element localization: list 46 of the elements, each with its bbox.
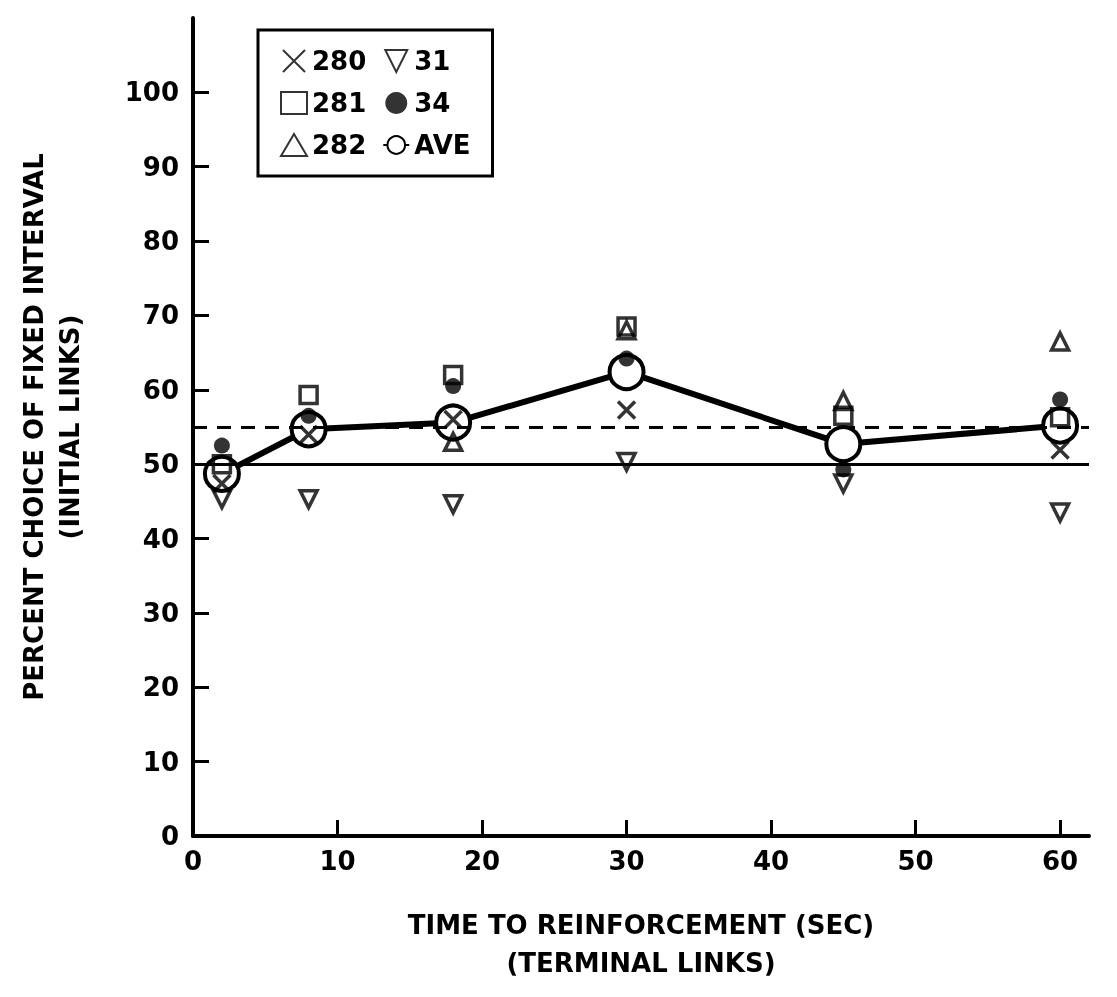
point bbox=[210, 488, 234, 512]
y-tick-label: 40 bbox=[142, 523, 179, 554]
point bbox=[833, 405, 854, 427]
x-tick-label: 30 bbox=[608, 846, 645, 876]
point bbox=[824, 425, 863, 464]
point bbox=[616, 399, 637, 421]
point bbox=[441, 429, 465, 453]
point bbox=[1052, 391, 1069, 408]
point bbox=[615, 451, 638, 475]
point bbox=[833, 473, 854, 494]
point bbox=[1049, 439, 1071, 461]
y-tick-label: 30 bbox=[142, 597, 179, 628]
y-tick-label: 10 bbox=[142, 746, 179, 777]
y-tick-label: 0 bbox=[160, 821, 179, 851]
legend-label: 34 bbox=[414, 88, 451, 118]
y-tick-label: 90 bbox=[142, 151, 179, 182]
point bbox=[1049, 502, 1071, 523]
x-tick-label: 10 bbox=[319, 846, 356, 876]
legend-label: 281 bbox=[312, 88, 367, 118]
legend-label: 31 bbox=[414, 46, 451, 76]
point bbox=[442, 364, 464, 386]
y-tick-label: 20 bbox=[142, 672, 179, 703]
x-tick-label: 40 bbox=[752, 846, 790, 876]
point bbox=[297, 488, 320, 512]
point bbox=[618, 350, 635, 367]
legend-label: 282 bbox=[312, 130, 367, 160]
point bbox=[1049, 331, 1071, 352]
x-tick-label: 60 bbox=[1042, 846, 1079, 876]
legend-label: AVE bbox=[414, 130, 471, 160]
point bbox=[213, 437, 230, 454]
x-axis-title: TIME TO REINFORCEMENT (SEC) (TERMINAL LINKS) bbox=[407, 910, 875, 978]
point bbox=[300, 407, 317, 424]
y-axis-title: PERCENT CHOICE OF FIXED INTERVAL (INITIAL LINKS) bbox=[19, 153, 85, 701]
x-tick-label: 50 bbox=[897, 846, 934, 876]
y-tick-label: 80 bbox=[142, 226, 179, 257]
point bbox=[445, 378, 462, 395]
y-tick-label: 50 bbox=[142, 449, 179, 480]
point bbox=[442, 494, 464, 515]
point bbox=[298, 384, 319, 406]
y-tick-label: 60 bbox=[142, 374, 179, 405]
point bbox=[832, 388, 855, 412]
y-tick-label: 70 bbox=[142, 300, 179, 331]
y-tick-label: 100 bbox=[124, 77, 179, 108]
x-tick-label: 20 bbox=[463, 846, 501, 876]
x-tick-label: 0 bbox=[183, 846, 203, 876]
legend-label: 280 bbox=[312, 46, 367, 76]
